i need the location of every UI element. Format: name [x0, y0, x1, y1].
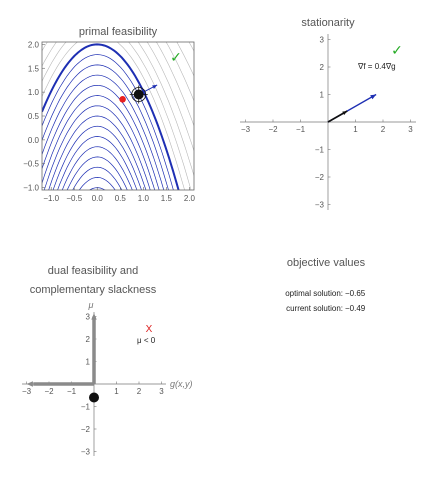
optimal-point	[119, 95, 126, 103]
dual-y-tick-label: −1	[81, 403, 91, 412]
dual-y-tick-label: 1	[86, 358, 91, 367]
primal-y-tick-label: −1.0	[23, 184, 39, 193]
primal-y-tick-label: 0.5	[28, 112, 40, 121]
primal-contours	[42, 0, 194, 190]
dual-x-tick-label: 1	[114, 387, 119, 396]
feasible-contour-line	[57, 136, 138, 190]
dual-title-line1: dual feasibility and	[48, 265, 139, 277]
stationarity-status-check: ✓	[391, 42, 403, 58]
stationarity-panel: stationarity −3 −2 −1 1 2 3 −3 −2 −1 1 2 3 ∇f = 0.4…	[240, 17, 416, 210]
feasible-contour-line	[48, 115, 147, 190]
primal-x-tick-label: 1.0	[138, 194, 150, 203]
primal-x-tick-label: 0.0	[92, 194, 104, 203]
dual-axes: −3 −2 −1 1 2 3 −3 −2 −1 1 2 3	[22, 312, 166, 457]
dual-x-tick-label: −2	[44, 387, 54, 396]
primal-title: primal feasibility	[79, 26, 158, 38]
feasible-contour-line	[72, 166, 123, 190]
dual-x-axis-label: g(x,y)	[170, 379, 193, 389]
primal-x-tick-label: 1.5	[161, 194, 173, 203]
stationarity-axes: −3 −2 −1 1 2 3 −3 −2 −1 1 2 3	[240, 34, 416, 210]
dual-y-tick-label: 2	[86, 335, 91, 344]
dual-status-cross: X	[146, 324, 153, 335]
outer-contour-line	[42, 42, 194, 176]
dual-y-tick-label: −2	[81, 425, 91, 434]
feasible-contour-line	[89, 187, 106, 190]
stationarity-y-tick-label: 1	[320, 91, 325, 100]
primal-ticks: −1.0 −0.5 0.0 0.5 1.0 1.5 2.0 −1.0 −0.5 0.0 0.5 1.0…	[23, 40, 195, 203]
primal-y-tick-label: 1.0	[28, 88, 40, 97]
dual-x-tick-label: 3	[159, 387, 164, 396]
stationarity-y-tick-label: −3	[315, 201, 325, 210]
stationarity-x-tick-label: −2	[268, 125, 278, 134]
grad-f-arrowhead	[342, 111, 348, 115]
dual-g-ray-arrowhead	[26, 381, 33, 387]
optimal-solution-label: optimal solution:	[285, 289, 343, 298]
outer-contour-line	[165, 42, 194, 102]
outer-contour-line	[42, 42, 185, 190]
stationarity-x-tick-label: −3	[241, 125, 251, 134]
gradient-arrowhead	[152, 84, 158, 89]
feasible-contour-line	[78, 177, 116, 190]
objective-panel: objective values optimal solution: −0.65…	[285, 257, 366, 313]
stationarity-x-tick-label: 2	[381, 125, 386, 134]
feasible-contour-line	[42, 95, 156, 190]
primal-x-tick-label: 2.0	[184, 194, 196, 203]
primal-y-tick-label: −0.5	[23, 160, 39, 169]
dual-current-point	[89, 392, 99, 403]
current-solution-label: current solution:	[286, 304, 343, 313]
primal-y-tick-label: 0.0	[28, 136, 40, 145]
stationarity-title: stationarity	[301, 17, 355, 29]
outer-contour-line	[42, 0, 194, 26]
primal-panel: primal feasibility −1.0 −0.5 0.0 0.5 1.0 1.5 2…	[23, 0, 195, 203]
outer-contour-line	[42, 42, 194, 151]
dual-y-tick-label: −3	[81, 448, 91, 457]
stationarity-x-tick-label: 1	[353, 125, 358, 134]
outer-contour-line	[42, 42, 192, 190]
stationarity-x-tick-label: −1	[296, 125, 306, 134]
primal-x-tick-label: −0.5	[66, 194, 82, 203]
stationarity-x-tick-label: 3	[408, 125, 413, 134]
dual-panel: dual feasibility and complementary slack…	[22, 265, 193, 457]
stationarity-y-tick-label: 3	[320, 36, 325, 45]
dual-x-tick-label: −1	[67, 387, 77, 396]
dual-x-tick-label: 2	[137, 387, 142, 396]
feasible-contour-line	[43, 105, 151, 190]
dual-y-tick-label: 3	[86, 313, 91, 322]
feasible-contour-line	[61, 146, 133, 190]
stationarity-y-tick-label: −2	[315, 173, 325, 182]
current-solution-value: −0.49	[345, 304, 366, 313]
stationarity-equation: ∇f = 0.4∇g	[357, 62, 396, 71]
feasible-contour-line	[52, 125, 142, 190]
primal-status-check: ✓	[170, 49, 182, 65]
feasible-contour-line	[42, 84, 160, 190]
stationarity-y-tick-label: 2	[320, 63, 325, 72]
primal-x-tick-label: 0.5	[115, 194, 127, 203]
optimal-solution-value: −0.65	[345, 289, 366, 298]
dual-x-tick-label: −3	[22, 387, 32, 396]
constraint-boundary	[42, 43, 180, 190]
dual-title-line2: complementary slackness	[30, 284, 157, 296]
feasible-contour-line	[42, 64, 169, 190]
dual-condition: μ < 0	[137, 336, 156, 345]
objective-title: objective values	[287, 257, 366, 269]
stationarity-y-tick-label: −1	[315, 146, 325, 155]
feasible-contour-line	[66, 156, 128, 190]
outer-contour-line	[156, 42, 194, 127]
primal-y-tick-label: 2.0	[28, 40, 40, 49]
feasible-contour-line	[42, 54, 174, 190]
dual-y-axis-label: μ	[88, 300, 94, 310]
primal-x-tick-label: −1.0	[43, 194, 59, 203]
grad-g-arrowhead	[370, 94, 377, 100]
feasible-contour-line	[42, 74, 165, 190]
primal-y-tick-label: 1.5	[28, 64, 40, 73]
dual-mu-ray-arrowhead	[91, 313, 97, 320]
